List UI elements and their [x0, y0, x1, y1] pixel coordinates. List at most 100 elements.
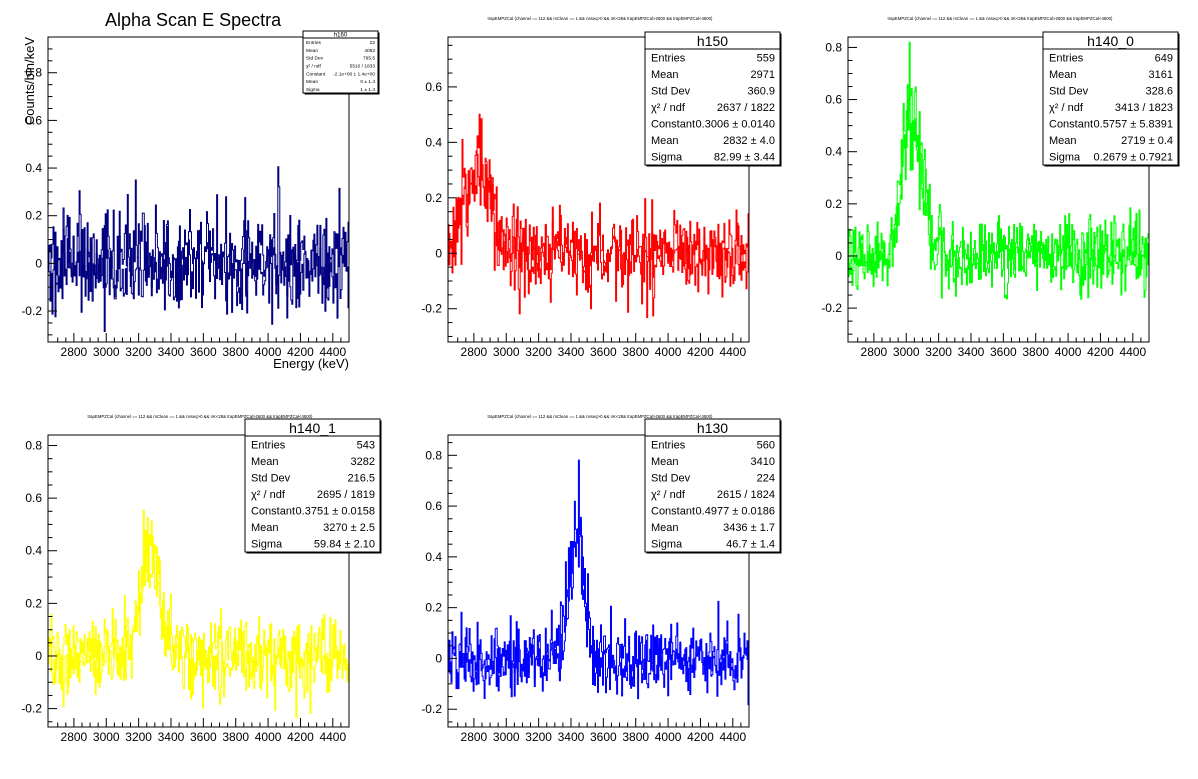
- plot-frame-3: [847, 36, 1150, 343]
- x-axis-label: Energy (keV): [273, 356, 349, 371]
- stats-row-label: Constant: [251, 506, 295, 518]
- x-tick-label-4: 3600: [590, 345, 617, 359]
- histogram-trace-b-5: [448, 516, 749, 706]
- stats-row-label: Sigma: [306, 87, 320, 93]
- x-tick-label-7: 4200: [687, 730, 714, 744]
- stats-box-2: h150 Entries 559 Mean 2971 Std Dev 360.9 χ² / n…: [644, 31, 782, 167]
- y-tick-label-2: 0.2: [25, 209, 42, 223]
- y-tick-label-4: 0.6: [425, 80, 442, 94]
- x-tick-label-6: 4000: [255, 345, 282, 359]
- histogram-trace-b-2: [448, 150, 749, 313]
- y-tick-label-4: 0.6: [425, 499, 442, 513]
- chart-panel-5: 2800 3000 3200 3400 3600 3800 4000 4200 4400 -0.2…: [421, 414, 782, 744]
- x-tick-label-2: 3200: [525, 730, 552, 744]
- stats-title: h140_1: [289, 420, 336, 436]
- stats-row-label: Mean: [251, 522, 279, 534]
- chart-title: trapEMPZCal {channel == 112 && mClean ==…: [888, 16, 1113, 21]
- plot-frame-2: [447, 36, 750, 343]
- x-tick-label-1: 3000: [493, 730, 520, 744]
- stats-title: h150: [697, 33, 728, 49]
- stats-row-label: Constant: [651, 119, 695, 131]
- histogram-trace-b-1: [48, 187, 349, 319]
- stats-row-value: 3436 ± 1.7: [723, 522, 775, 534]
- stats-row-label: Entries: [306, 40, 322, 46]
- stats-row-value: 2637 / 1822: [717, 102, 775, 114]
- x-tick-label-7: 4200: [687, 345, 714, 359]
- x-tick-label-6: 4000: [1055, 345, 1082, 359]
- stats-row-value: 795.5: [363, 56, 375, 62]
- x-tick-label-0: 2800: [61, 730, 88, 744]
- stats-row-label: Sigma: [651, 152, 683, 164]
- x-tick-label-6: 4000: [655, 730, 682, 744]
- y-tick-label-2: 0.2: [25, 596, 42, 610]
- x-tick-label-0: 2800: [861, 345, 888, 359]
- stats-row-value: 46.7 ± 1.4: [726, 539, 775, 551]
- stats-row-label: Mean: [651, 135, 679, 147]
- chart-panel-4: 2800 3000 3200 3400 3600 3800 4000 4200 4400 -0.2…: [21, 414, 382, 744]
- x-tick-label-2: 3200: [525, 345, 552, 359]
- y-tick-label-0: -0.2: [421, 302, 442, 316]
- plot-frame-5: [447, 434, 750, 728]
- histogram-trace-b-4: [48, 535, 349, 714]
- y-tick-label-5: 0.8: [25, 439, 42, 453]
- stats-row-label: Entries: [1049, 52, 1084, 64]
- x-tick-label-8: 4400: [319, 730, 346, 744]
- stats-row-value: 0.3006 ± 0.0140: [696, 119, 775, 131]
- stats-row-label: Mean: [1049, 69, 1077, 81]
- x-tick-label-7: 4200: [287, 345, 314, 359]
- x-tick-label-3: 3400: [558, 730, 585, 744]
- x-tick-label-2: 3200: [125, 730, 152, 744]
- stats-row-label: χ² / ndf: [651, 489, 686, 501]
- stats-row-label: Mean: [1049, 135, 1077, 147]
- x-tick-label-4: 3600: [990, 345, 1017, 359]
- x-tick-label-1: 3000: [493, 345, 520, 359]
- x-tick-label-2: 3200: [925, 345, 952, 359]
- chart-title: trapEMPZCal {channel == 112 && mClean ==…: [488, 16, 713, 21]
- stats-row-label: Mean: [306, 79, 318, 85]
- y-tick-label-2: 0.2: [425, 191, 442, 205]
- x-tick-label-3: 3400: [158, 345, 185, 359]
- y-tick-label-5: 0.8: [425, 448, 442, 462]
- stats-box-bg: [302, 30, 379, 94]
- chart-title: trapEMPZCal {channel == 112 && mClean ==…: [488, 414, 713, 419]
- y-tick-label-4: 0.6: [25, 113, 42, 127]
- x-tick-label-4: 3600: [190, 730, 217, 744]
- stats-row-value: 560: [757, 439, 775, 451]
- stats-row-label: Sigma: [251, 539, 283, 551]
- stats-row-value: 59.84 ± 2.10: [314, 539, 375, 551]
- stats-row-label: Entries: [251, 439, 286, 451]
- stats-row-label: Mean: [306, 48, 318, 54]
- y-tick-label-1: 0: [435, 651, 442, 665]
- y-tick-label-0: -0.2: [21, 304, 42, 318]
- y-tick-label-3: 0.4: [825, 145, 842, 159]
- x-tick-label-8: 4400: [719, 730, 746, 744]
- stats-box-bg: [244, 418, 381, 553]
- stats-row-value: 0.5757 ± 5.8391: [1094, 119, 1173, 131]
- stats-row-value: 559: [757, 52, 775, 64]
- y-tick-label-5: 0.8: [825, 40, 842, 54]
- stats-title: h140_0: [1087, 33, 1134, 49]
- x-tick-label-1: 3000: [93, 730, 120, 744]
- stats-row-value: 2695 / 1819: [317, 489, 375, 501]
- stats-row-label: Constant: [651, 506, 695, 518]
- y-tick-label-0: -0.2: [821, 301, 842, 315]
- stats-row-label: Mean: [651, 522, 679, 534]
- x-tick-label-7: 4200: [287, 730, 314, 744]
- chart-title: trapEMPZCal {channel == 112 && mClean ==…: [88, 414, 313, 419]
- stats-row-value: 82.99 ± 3.44: [714, 152, 775, 164]
- stats-row-value: 2971: [751, 69, 775, 81]
- y-tick-label-3: 0.4: [25, 544, 42, 558]
- stats-row-label: Sigma: [651, 539, 683, 551]
- stats-row-value: 2615 / 1824: [717, 489, 775, 501]
- y-axis-label: Counts/bin/keV: [22, 37, 37, 125]
- chart-title: Alpha Scan E Spectra: [105, 10, 282, 30]
- histogram-trace-b-3: [848, 84, 1149, 300]
- stats-row-label: χ² / ndf: [251, 489, 286, 501]
- y-tick-label-5: 0.8: [25, 66, 42, 80]
- x-tick-label-7: 4200: [1087, 345, 1114, 359]
- y-tick-label-3: 0.4: [425, 135, 442, 149]
- stats-row-value: 543: [357, 439, 375, 451]
- stats-row-label: Std Dev: [306, 56, 324, 62]
- stats-row-value: 3410: [751, 456, 775, 468]
